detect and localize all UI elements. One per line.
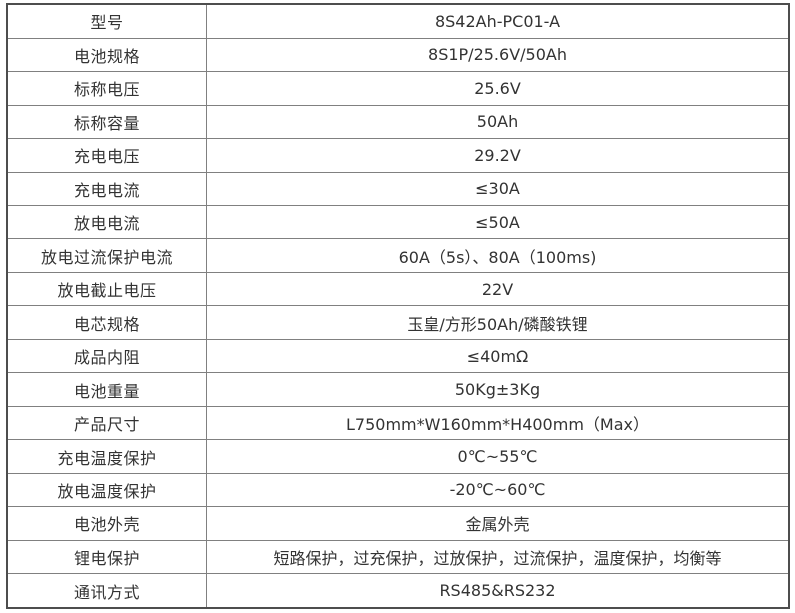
spec-value: 50Ah xyxy=(206,104,790,140)
table-row-nominal-voltage: 标称电压 25.6V xyxy=(6,71,790,106)
spec-value: -20℃~60℃ xyxy=(206,472,790,508)
spec-label: 放电温度保护 xyxy=(6,472,207,508)
spec-label: 电池外壳 xyxy=(6,506,207,541)
spec-value: 8S1P/25.6V/50Ah xyxy=(206,37,790,73)
spec-value: RS485&RS232 xyxy=(206,573,790,609)
spec-label: 放电电流 xyxy=(6,204,207,240)
spec-table-body: 型号 8S42Ah-PC01-A 电池规格 8S1P/25.6V/50Ah 标称… xyxy=(6,3,790,609)
table-row-dimensions: 产品尺寸 L750mm*W160mm*H400mm（Max） xyxy=(6,405,790,441)
table-row-weight: 电池重量 50Kg±3Kg xyxy=(6,372,790,407)
table-row-charge-current: 充电电流 ≤30A xyxy=(6,171,790,206)
spec-value: ≤40mΩ xyxy=(206,338,790,374)
table-row-cutoff-voltage: 放电截止电压 22V xyxy=(6,271,790,307)
table-row-model: 型号 8S42Ah-PC01-A xyxy=(6,3,790,39)
table-row-communication: 通讯方式 RS485&RS232 xyxy=(6,573,790,609)
battery-spec-table: 型号 8S42Ah-PC01-A 电池规格 8S1P/25.6V/50Ah 标称… xyxy=(6,3,790,609)
spec-value: 金属外壳 xyxy=(206,506,790,541)
spec-label: 放电过流保护电流 xyxy=(6,238,207,273)
table-row-enclosure: 电池外壳 金属外壳 xyxy=(6,506,790,541)
spec-value: 短路保护，过充保护，过放保护，过流保护，温度保护，均衡等 xyxy=(206,539,790,575)
spec-value: 玉皇/方形50Ah/磷酸铁锂 xyxy=(206,305,790,340)
table-row-cell-spec: 电芯规格 玉皇/方形50Ah/磷酸铁锂 xyxy=(6,305,790,340)
spec-value: 60A（5s）、80A（100ms) xyxy=(206,238,790,273)
spec-value: ≤30A xyxy=(206,171,790,206)
table-row-overcurrent-protection: 放电过流保护电流 60A（5s）、80A（100ms) xyxy=(6,238,790,273)
spec-label: 成品内阻 xyxy=(6,338,207,374)
spec-label: 锂电保护 xyxy=(6,539,207,575)
table-row-protection-features: 锂电保护 短路保护，过充保护，过放保护，过流保护，温度保护，均衡等 xyxy=(6,539,790,575)
spec-label: 电芯规格 xyxy=(6,305,207,340)
spec-value: 0℃~55℃ xyxy=(206,439,790,474)
spec-label: 型号 xyxy=(6,3,207,39)
table-row-charge-voltage: 充电电压 29.2V xyxy=(6,138,790,173)
table-row-charge-temp-protection: 充电温度保护 0℃~55℃ xyxy=(6,439,790,474)
table-row-internal-resistance: 成品内阻 ≤40mΩ xyxy=(6,338,790,374)
spec-value: 8S42Ah-PC01-A xyxy=(206,3,790,39)
table-row-discharge-temp-protection: 放电温度保护 -20℃~60℃ xyxy=(6,472,790,508)
table-row-battery-spec: 电池规格 8S1P/25.6V/50Ah xyxy=(6,37,790,73)
spec-value: 22V xyxy=(206,271,790,307)
spec-label: 电池重量 xyxy=(6,372,207,407)
spec-label: 充电温度保护 xyxy=(6,439,207,474)
spec-value: L750mm*W160mm*H400mm（Max） xyxy=(206,405,790,441)
spec-label: 通讯方式 xyxy=(6,573,207,609)
spec-label: 产品尺寸 xyxy=(6,405,207,441)
spec-label: 充电电流 xyxy=(6,171,207,206)
spec-value: 50Kg±3Kg xyxy=(206,372,790,407)
spec-label: 标称容量 xyxy=(6,104,207,140)
spec-label: 电池规格 xyxy=(6,37,207,73)
spec-label: 标称电压 xyxy=(6,71,207,106)
spec-value: ≤50A xyxy=(206,204,790,240)
table-row-discharge-current: 放电电流 ≤50A xyxy=(6,204,790,240)
spec-label: 放电截止电压 xyxy=(6,271,207,307)
spec-value: 25.6V xyxy=(206,71,790,106)
spec-label: 充电电压 xyxy=(6,138,207,173)
table-row-nominal-capacity: 标称容量 50Ah xyxy=(6,104,790,140)
spec-value: 29.2V xyxy=(206,138,790,173)
